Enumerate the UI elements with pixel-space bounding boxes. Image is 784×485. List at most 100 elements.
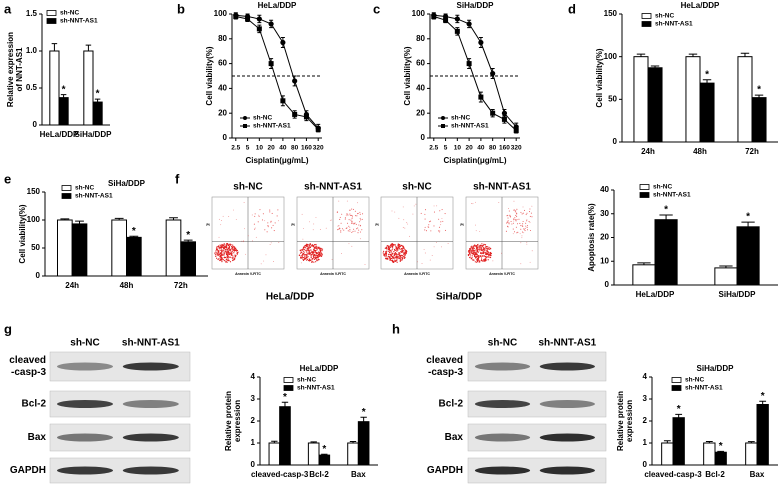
dot [349, 226, 351, 228]
dot [412, 213, 414, 215]
y-tick-label: 0 [251, 460, 256, 469]
dot [484, 252, 486, 254]
dot [233, 252, 235, 254]
dot [476, 253, 478, 256]
dot [398, 251, 400, 254]
x-tick-label: 5 [444, 145, 448, 152]
dot [349, 229, 351, 231]
dot [479, 230, 481, 232]
dot [525, 225, 527, 227]
dot [232, 259, 234, 262]
dot [354, 222, 356, 224]
x-tick-label: 72h [174, 281, 188, 290]
dot [312, 251, 314, 254]
dot [480, 246, 482, 248]
bar [165, 219, 182, 277]
dot [269, 211, 271, 213]
dot [228, 244, 230, 246]
blot-band [57, 466, 113, 475]
bar [751, 97, 767, 143]
dot [351, 218, 353, 220]
dot [385, 252, 388, 255]
chart-title: SiHa/DDP [697, 364, 735, 373]
dot [520, 211, 522, 213]
y-tick-label: 100 [412, 9, 426, 18]
x-tick-label: 40 [279, 145, 287, 152]
dot [228, 246, 230, 248]
x-tick-label: 20 [267, 145, 275, 152]
dot [439, 210, 441, 212]
dot [388, 257, 391, 259]
dot [361, 229, 363, 231]
dot [472, 250, 474, 252]
dot [431, 255, 433, 256]
dot [531, 205, 533, 207]
dot [483, 259, 485, 261]
x-tick-label: HeLa/DDP [636, 290, 675, 299]
dot [470, 251, 472, 253]
dot [513, 231, 516, 233]
dot [386, 258, 388, 260]
error-bar [637, 262, 651, 265]
dot [269, 244, 271, 245]
dot [315, 261, 317, 263]
x-tick-label: 48h [120, 281, 134, 290]
significance: * [761, 391, 765, 402]
marker [478, 94, 484, 100]
marker [466, 61, 472, 67]
dot [359, 225, 361, 227]
dot [471, 202, 473, 204]
dot [303, 228, 304, 230]
marker [466, 21, 472, 27]
dot [351, 217, 353, 219]
dot [318, 253, 320, 255]
x-tick-label: 72h [745, 147, 759, 156]
panel-label: d [568, 1, 576, 16]
dot [402, 252, 405, 254]
dot [477, 256, 480, 259]
dot [339, 227, 341, 229]
y-axis-label: Cell viability(%) [595, 48, 604, 107]
dot [232, 245, 234, 248]
dot [321, 249, 323, 251]
dot [225, 248, 227, 251]
dot [227, 256, 230, 258]
dot [225, 251, 227, 253]
dot [357, 212, 359, 214]
dot [344, 218, 346, 220]
dot [319, 229, 321, 230]
dot [512, 222, 515, 224]
dot [401, 245, 403, 247]
bar [83, 50, 94, 126]
dot [349, 209, 351, 211]
dot [341, 252, 342, 254]
x-tick-label: 48h [693, 147, 707, 156]
y-tick-label: 150 [604, 9, 618, 18]
dot [396, 253, 398, 255]
dot [227, 248, 229, 250]
dot [346, 213, 348, 215]
dot [505, 230, 507, 232]
dot [514, 219, 516, 221]
dot [353, 223, 355, 225]
dot [247, 235, 249, 237]
dot [218, 236, 220, 238]
dot [350, 219, 352, 221]
dot [345, 227, 347, 230]
dot [320, 255, 323, 257]
dot [317, 254, 319, 256]
dot [523, 209, 526, 212]
dot [479, 248, 481, 251]
dot [526, 241, 528, 243]
dot [225, 258, 227, 261]
dot [472, 203, 474, 205]
blot-band [539, 433, 595, 442]
dot [229, 256, 231, 258]
dot [226, 254, 229, 256]
dot [523, 232, 525, 234]
error-bar [747, 441, 755, 443]
dot [393, 251, 395, 253]
panel-label: h [392, 321, 400, 336]
series-line [433, 14, 517, 128]
dot [278, 220, 279, 222]
